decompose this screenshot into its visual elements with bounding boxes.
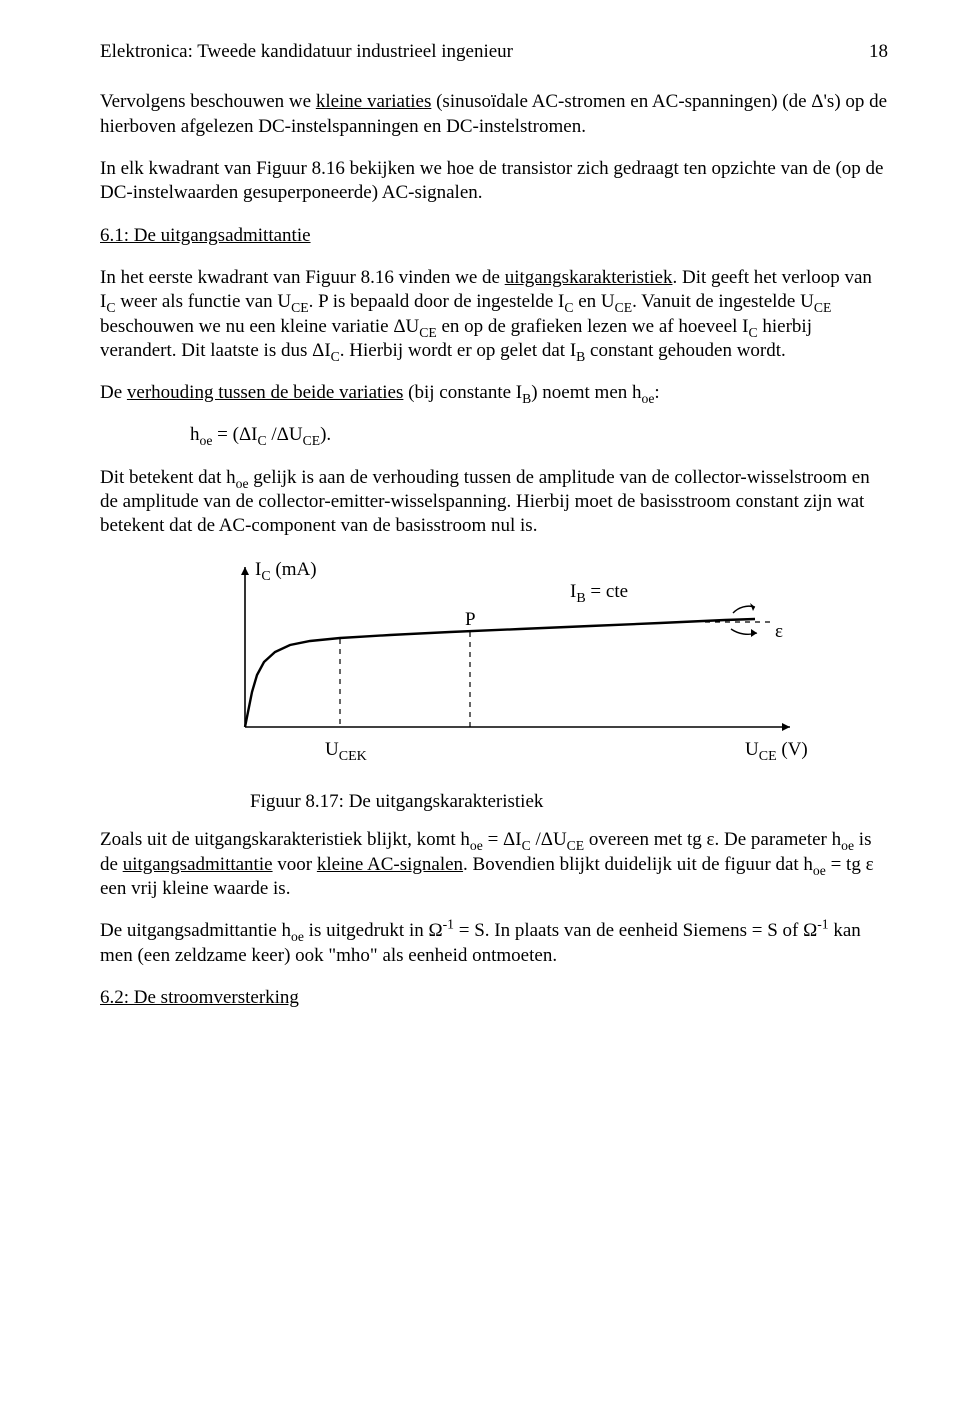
heading-6-1: 6.1: De uitgangsadmittantie: [100, 224, 888, 248]
figure-caption: Figuur 8.17: De uitgangskarakteristiek: [250, 790, 888, 814]
para-3: In het eerste kwadrant van Figuur 8.16 v…: [100, 266, 888, 363]
page-number: 18: [869, 40, 888, 64]
page-header: Elektronica: Tweede kandidatuur industri…: [100, 40, 888, 64]
output-characteristic-chart: IC (mA) P IB = cte ε UCEK UCE (V): [190, 557, 830, 777]
heading-6-2: 6.2: De stroomversterking: [100, 986, 888, 1010]
svg-text:P: P: [465, 609, 476, 630]
svg-text:IB = cte: IB = cte: [570, 581, 628, 606]
para-6: Zoals uit de uitgangskarakteristiek blij…: [100, 828, 888, 901]
header-left: Elektronica: Tweede kandidatuur industri…: [100, 40, 513, 64]
svg-text:ε: ε: [775, 621, 783, 642]
para-2: In elk kwadrant van Figuur 8.16 bekijken…: [100, 157, 888, 206]
para-1: Vervolgens beschouwen we kleine variatie…: [100, 90, 888, 139]
para-5: Dit betekent dat hoe gelijk is aan de ve…: [100, 466, 888, 539]
para-4: De verhouding tussen de beide variaties …: [100, 381, 888, 405]
equation-hoe: hoe = (ΔIC /ΔUCE).: [190, 423, 888, 447]
svg-text:IC (mA): IC (mA): [255, 559, 317, 584]
figure-8-17: IC (mA) P IB = cte ε UCEK UCE (V) Figuur 8.17…: [190, 557, 888, 815]
svg-text:UCEK: UCEK: [325, 739, 367, 764]
svg-text:UCE (V): UCE (V): [745, 739, 808, 764]
para-7: De uitgangsadmittantie hoe is uitgedrukt…: [100, 919, 888, 968]
